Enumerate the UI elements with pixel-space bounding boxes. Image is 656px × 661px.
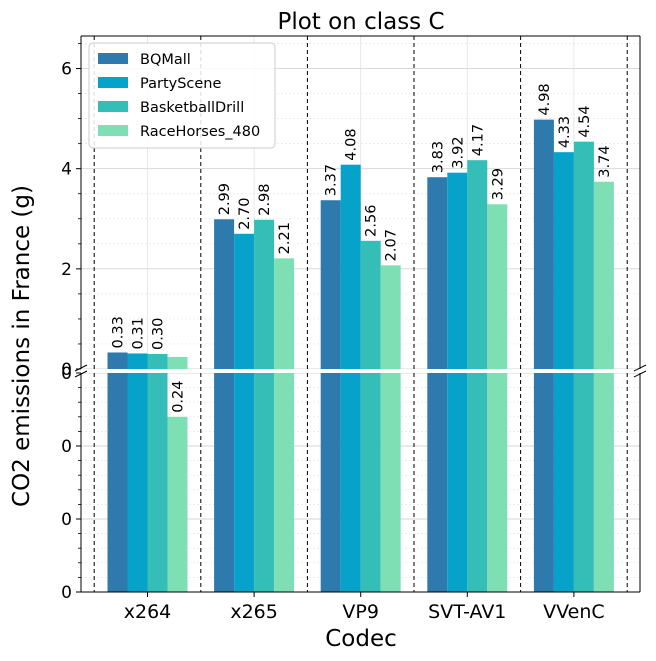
bar (593, 181, 614, 369)
axis-break-mark (74, 364, 88, 372)
legend-label: BQMall (140, 52, 191, 68)
data-label: 4.17 (470, 124, 486, 156)
legend-swatch (98, 101, 128, 112)
bar (427, 177, 448, 369)
bar (167, 356, 188, 369)
bar (553, 152, 574, 369)
bar (447, 172, 468, 369)
data-label: 2.70 (237, 198, 253, 230)
y-tick-label: 6 (61, 60, 72, 80)
y-tick-label: 0 (61, 583, 72, 603)
data-label: 2.07 (384, 229, 400, 261)
bar (254, 219, 275, 369)
data-label: 3.92 (450, 136, 466, 168)
bar (147, 353, 168, 369)
bar (107, 352, 128, 369)
bar (573, 141, 594, 369)
x-tick-label: x264 (124, 601, 172, 623)
bar (427, 373, 448, 592)
bar (340, 373, 361, 592)
data-label: 2.21 (277, 222, 293, 254)
bar (214, 219, 235, 369)
data-label: 4.98 (537, 83, 553, 115)
bar (593, 373, 614, 592)
bar (127, 373, 148, 592)
y-tick-label: 2 (61, 260, 72, 280)
data-label: 4.33 (557, 116, 573, 148)
bar (360, 373, 381, 592)
data-label: 2.99 (217, 183, 233, 215)
x-tick-label: x265 (230, 601, 278, 623)
x-tick-label: VVenC (543, 601, 605, 623)
bar (107, 373, 128, 592)
bar (360, 240, 381, 369)
bar (447, 373, 468, 592)
data-label: 0.30 (151, 318, 167, 350)
legend-label: BasketballDrill (140, 100, 244, 116)
data-label: 2.98 (257, 183, 273, 215)
y-tick-label: 0 (61, 364, 72, 384)
x-axis-label: Codec (325, 626, 397, 652)
axis-break-mark (74, 370, 88, 378)
bar (467, 373, 488, 592)
y-tick-label: 0 (61, 510, 72, 530)
chart-title: Plot on class C (277, 9, 444, 35)
bar (380, 373, 401, 592)
bar (320, 200, 341, 369)
category-separators (81, 36, 640, 592)
legend-label: PartyScene (140, 76, 221, 92)
bar (340, 164, 361, 369)
axis-break-mark (633, 370, 647, 378)
axis-break-mark (633, 364, 647, 372)
data-label: 0.33 (111, 316, 127, 348)
bar (234, 373, 255, 592)
y-axis-label: CO2 emissions in France (g) (9, 185, 35, 507)
bar (214, 373, 235, 592)
data-label: 3.29 (490, 168, 506, 200)
legend-swatch (98, 77, 128, 88)
bar (147, 373, 168, 592)
axis-break-gap (81, 369, 640, 373)
y-tick-label: 4 (61, 160, 72, 180)
bar (487, 373, 508, 592)
data-label: 3.74 (597, 145, 613, 177)
legend-swatch (98, 53, 128, 64)
bar (573, 373, 594, 592)
bar (274, 258, 295, 369)
data-label: 4.08 (344, 128, 360, 160)
bar (127, 353, 148, 369)
value-labels: 0.33 0.31 0.30 0.24 2.99 2.70 2.982.21 3.374.08… (111, 83, 613, 412)
y-tick-label: 0 (61, 437, 72, 457)
bar (380, 265, 401, 369)
y-tick-label: 0 (61, 360, 72, 380)
bar (320, 373, 341, 592)
legend-label: RaceHorses_480 (140, 124, 260, 140)
bar (234, 233, 255, 369)
bar (487, 204, 508, 369)
legend-box (88, 42, 276, 149)
data-label: 4.54 (577, 105, 593, 137)
legend-swatch (98, 125, 128, 136)
bar (533, 119, 554, 369)
bar (467, 160, 488, 369)
bar (254, 373, 275, 592)
data-label: 0.31 (131, 317, 147, 349)
bar (553, 373, 574, 592)
bars (107, 119, 614, 592)
bar (533, 373, 554, 592)
data-label: 3.83 (430, 141, 446, 173)
data-label: 2.56 (364, 205, 380, 237)
x-tick-label: VP9 (342, 601, 379, 623)
bar (274, 373, 295, 592)
data-label: 0.24 (171, 381, 187, 413)
bar (167, 416, 188, 592)
axes-frame (74, 35, 647, 593)
data-label: 3.37 (324, 164, 340, 196)
legend: BQMall PartyScene BasketballDrill RaceHorse… (88, 42, 276, 149)
x-tick-label: SVT-AV1 (428, 601, 506, 623)
